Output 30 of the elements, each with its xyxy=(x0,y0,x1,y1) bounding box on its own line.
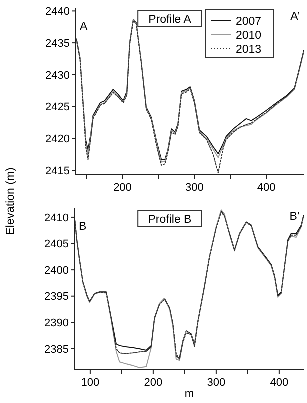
legend-label: 2007 xyxy=(236,16,262,28)
y-tick-label: 2430 xyxy=(46,70,70,82)
y-tick-label: 2410 xyxy=(44,212,69,224)
y-tick-label: 2395 xyxy=(44,291,69,304)
annotation: B xyxy=(79,221,87,233)
x-tick-label: 200 xyxy=(114,182,132,194)
y-tick-label: 2390 xyxy=(44,318,69,330)
annotation: B’ xyxy=(290,211,300,223)
x-tick-label: 200 xyxy=(144,377,163,389)
y-tick-label: 2400 xyxy=(44,264,69,277)
x-axis-title: m xyxy=(184,388,194,400)
annotation: A xyxy=(80,21,88,33)
legend-label: 2013 xyxy=(236,44,262,56)
x-tick-label: 400 xyxy=(257,182,276,194)
y-tick-label: 2420 xyxy=(46,134,70,146)
y-tick-label: 2440 xyxy=(46,6,70,18)
x-tick-label: 400 xyxy=(270,377,289,389)
text: Profile B xyxy=(148,214,192,226)
x-tick-label: 300 xyxy=(185,182,204,194)
legend-label: 2010 xyxy=(236,30,262,42)
x-tick-label: 100 xyxy=(81,377,100,389)
x-tick-label: 300 xyxy=(207,377,226,389)
y-tick-label: 2415 xyxy=(46,165,70,178)
y-tick-label: 2405 xyxy=(44,238,69,251)
text: Profile A xyxy=(148,14,192,26)
y-axis-title: Elevation (m) xyxy=(5,167,17,236)
annotation: A’ xyxy=(290,11,300,23)
y-tick-label: 2425 xyxy=(46,102,70,114)
y-tick-label: 2385 xyxy=(44,344,69,356)
y-tick-label: 2435 xyxy=(46,38,70,50)
